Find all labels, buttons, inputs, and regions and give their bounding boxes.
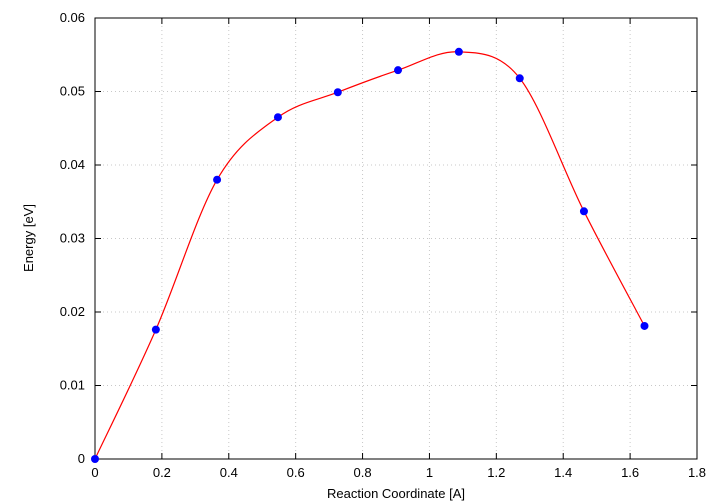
x-tick-labels: 0 0.2 0.4 0.6 0.8 1 1.2 1.4 1.6 1.8 [91,465,706,480]
axis-ticks [94,17,698,460]
y-tick-label: 0.04 [60,157,85,172]
x-tick-label: 0.6 [287,465,305,480]
x-tick-label: 0 [91,465,98,480]
data-point [640,321,649,330]
data-point [333,88,342,97]
x-tick-label: 1.8 [688,465,706,480]
x-tick-label: 1 [426,465,433,480]
data-point [515,74,524,83]
data-point [579,207,588,216]
y-tick-label: 0.06 [60,10,85,25]
data-point [454,47,463,56]
x-tick-label: 0.4 [220,465,238,480]
y-axis-label: Energy [eV] [21,204,36,272]
x-tick-label: 1.2 [487,465,505,480]
data-point [91,455,99,463]
y-tick-label: 0 [78,451,85,466]
y-tick-label: 0.02 [60,304,85,319]
x-axis-label: Reaction Coordinate [A] [327,486,465,501]
data-point [151,325,160,334]
x-tick-label: 0.2 [153,465,171,480]
data-point [213,175,222,184]
x-tick-label: 1.4 [554,465,572,480]
y-tick-label: 0.01 [60,378,85,393]
x-tick-label: 1.6 [621,465,639,480]
y-tick-label: 0.03 [60,231,85,246]
x-tick-label: 0.8 [354,465,372,480]
grid [95,18,697,459]
y-tick-label: 0.05 [60,84,85,99]
data-point [273,113,282,122]
energy-curve [94,51,646,460]
data-points [91,47,649,463]
data-point [394,66,403,75]
y-tick-labels: 0 0.01 0.02 0.03 0.04 0.05 0.06 [60,10,85,466]
